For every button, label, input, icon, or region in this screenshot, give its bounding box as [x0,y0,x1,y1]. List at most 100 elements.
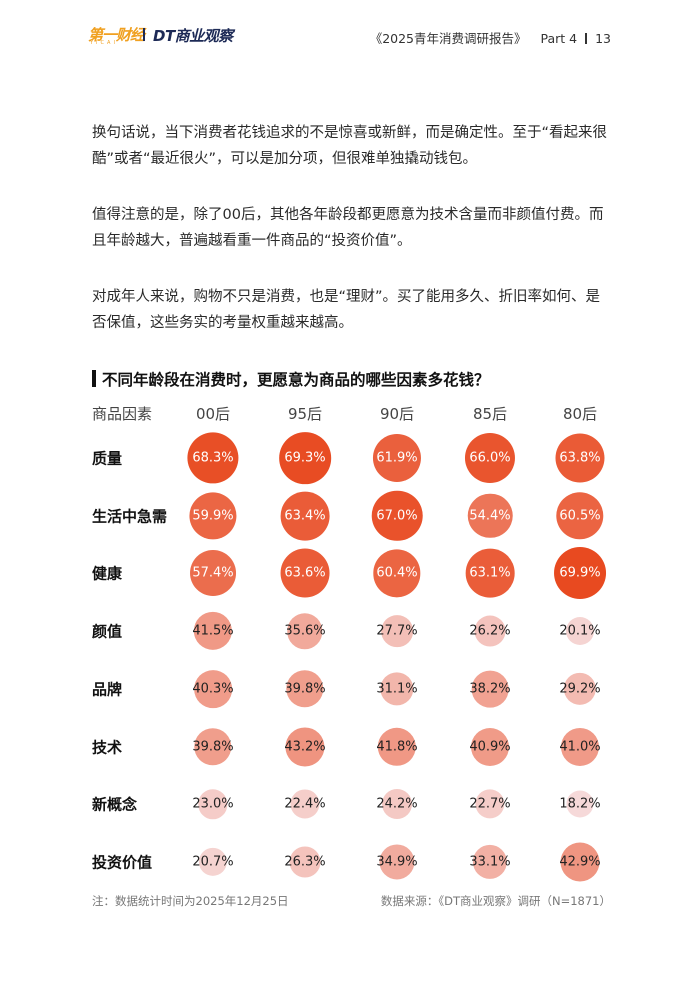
logo-divider [143,28,145,41]
data-label: 63.6% [284,565,326,581]
data-bubble [371,490,423,541]
report-title: 《2025青年消费调研报告》 [369,31,527,46]
data-bubble [287,613,323,649]
data-bubble [556,491,604,540]
data-label: 31.1% [376,681,418,697]
page-header: 第一财经 YICAI DT商业观察 《2025青年消费调研报告》 Part 4 1… [0,0,699,60]
data-bubble [194,669,232,708]
yicai-logo-sub: YICAI [90,40,118,46]
data-label: 67.0% [376,508,418,524]
column-header: 00后 [195,405,231,423]
page-number: 13 [595,31,611,46]
data-bubble [198,789,228,819]
data-label: 69.9% [559,565,601,581]
data-label: 26.2% [469,623,511,639]
data-bubble [566,790,594,818]
data-bubble [566,617,594,646]
row-label: 新概念 [92,795,138,814]
data-bubble [289,846,321,878]
data-bubble [190,550,236,597]
data-bubble [380,672,414,706]
yicai-logo: 第一财经 [88,26,145,44]
chart-note: 注：数据统计时间为2025年12月25日 [92,894,289,908]
column-header: 90后 [379,405,415,423]
data-bubble [189,492,237,540]
data-label: 43.2% [284,739,326,754]
data-label: 63.4% [284,508,326,524]
row-label: 投资价值 [92,853,153,872]
data-bubble [474,615,506,647]
data-label: 63.8% [559,450,601,466]
row-label: 颜值 [92,622,123,641]
data-bubble [198,847,228,877]
row-label: 健康 [92,564,123,583]
column-header: 85后 [472,405,508,423]
data-bubble [560,727,600,766]
data-label: 35.6% [284,623,326,639]
data-label: 20.1% [559,623,601,639]
data-label: 29.2% [559,681,601,697]
header-divider [585,33,588,44]
report-info: 《2025青年消费调研报告》 Part 4 13 [370,28,611,47]
data-label: 42.9% [559,854,601,870]
data-bubble [286,670,324,708]
data-label: 66.0% [469,450,511,466]
paragraph-2: 值得注意的是，除了00后，其他各年龄段都更愿意为技术含量而非颜值付费。而且年龄越… [92,207,604,249]
data-bubble [471,727,509,766]
data-label: 54.4% [469,508,511,524]
data-label: 57.4% [192,565,234,581]
data-label: 61.9% [376,450,418,466]
data-bubble [194,727,232,766]
data-bubble [285,726,325,767]
data-label: 60.5% [559,508,601,524]
data-label: 22.7% [469,796,511,812]
data-label: 34.9% [376,854,418,870]
data-bubble [467,493,513,538]
data-label: 41.0% [559,739,601,754]
data-bubble [475,789,505,819]
data-bubble [280,548,330,598]
data-bubble [381,615,413,647]
data-label: 69.3% [284,450,326,466]
row-label: 技术 [92,738,123,756]
data-label: 18.2% [559,796,601,812]
data-label: 60.4% [376,565,418,581]
data-bubble [290,789,320,819]
data-bubble [471,670,509,708]
data-bubble [560,842,600,882]
paragraph-3: 对成年人来说，购物不只是消费，也是“理财”。买了能用多久、折旧率如何、是否保值，… [92,289,601,331]
data-bubble [464,432,516,484]
data-bubble [193,611,233,651]
report-part: Part 4 [540,31,578,46]
data-source: 数据来源：《DT商业观察》调研（N=1871） [380,894,611,908]
data-bubble [382,789,412,820]
data-bubble [465,549,515,598]
data-label: 41.5% [192,623,234,639]
data-label: 26.3% [284,854,326,870]
column-header: 95后 [287,405,323,423]
data-label: 59.9% [192,508,234,524]
data-label: 39.8% [284,681,326,697]
column-header: 80后 [562,405,598,423]
data-label: 24.2% [376,796,418,812]
data-bubble [555,433,605,483]
data-label: 41.8% [376,739,418,754]
data-bubble [373,549,421,598]
data-label: 39.8% [192,739,234,754]
data-bubble [280,491,330,541]
chart-title: 不同年龄段在消费时，更愿意为商品的哪些因素多花钱？ [92,368,490,390]
data-label: 40.9% [469,739,511,754]
row-header-title: 商品因素 [92,405,153,423]
data-label: 68.3% [192,450,234,466]
data-label: 38.2% [469,681,511,697]
data-label: 27.7% [376,623,418,639]
data-bubble [372,433,422,483]
data-label: 63.1% [469,565,511,581]
row-label: 品牌 [92,680,123,699]
paragraph-1: 换句话说，当下消费者花钱追求的不是惊喜或新鲜，而是确定性。至于“看起来很酷”或者… [92,125,608,167]
dt-logo: DT商业观察 [153,27,233,45]
data-bubble [379,844,415,880]
data-label: 23.0% [192,796,234,812]
data-bubble [377,727,417,766]
row-label: 生活中急需 [92,507,168,526]
